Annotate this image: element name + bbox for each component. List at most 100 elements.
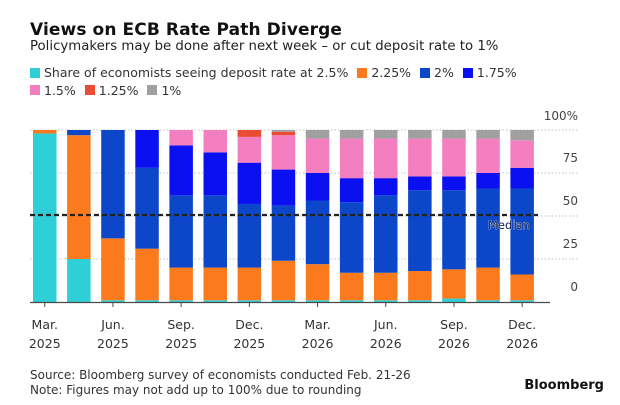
bar-segment (305, 130, 330, 139)
bar-segment (33, 133, 57, 302)
bar-segment (203, 300, 227, 302)
x-tick-label: 2026 (370, 336, 402, 351)
legend-label: 2.25% (371, 65, 412, 80)
bar-segment (408, 130, 432, 139)
x-tick-label: 2025 (165, 336, 197, 351)
x-tick-label: Dec. (235, 317, 263, 332)
bar-segment (374, 272, 398, 301)
x-tick-label: 2026 (438, 336, 470, 351)
bar-segment (442, 130, 466, 139)
legend-swatch (30, 67, 40, 78)
bar-segment (67, 135, 91, 259)
bar-segment (271, 260, 296, 301)
legend-label: 1.25% (98, 82, 139, 98)
bar-segment (135, 300, 159, 302)
median-line: Median (30, 213, 538, 232)
bar-segment (237, 300, 262, 302)
bar-segment (374, 138, 398, 179)
bar-segment (408, 190, 432, 272)
bar-segment (169, 130, 193, 146)
bar-segment (476, 300, 500, 302)
bar-segment (169, 267, 193, 301)
bar-segment (305, 300, 330, 302)
bar-segment (135, 248, 159, 301)
bar-segment (305, 200, 330, 265)
y-tick-label: 75 (563, 151, 578, 165)
legend-item: 2% (420, 64, 454, 81)
bar-segment (510, 140, 534, 168)
bar-segment (237, 130, 262, 137)
x-tick-label: 2026 (302, 336, 334, 351)
bar-segment (339, 178, 364, 203)
bar-segment (271, 130, 296, 132)
bar-segment (271, 135, 296, 170)
bar-segment (510, 274, 534, 301)
x-tick-label: Mar. (304, 317, 330, 332)
bar-segment (374, 195, 398, 273)
x-tick-label: Dec. (508, 317, 536, 332)
legend-label: 1.5% (44, 82, 76, 98)
chart-subtitle: Policymakers may be done after next week… (30, 39, 499, 54)
legend-label: 1.75% (476, 65, 517, 80)
legend-swatch (84, 85, 95, 95)
bar-segment (476, 130, 500, 139)
bar-segment (510, 300, 534, 302)
bar-segment (169, 195, 193, 268)
source-note: Source: Bloomberg survey of economists c… (30, 368, 411, 398)
bar-segment (510, 130, 534, 141)
bar-segment (339, 202, 364, 273)
legend-label: 1% (161, 82, 182, 98)
bar-segment (305, 173, 330, 201)
bar-segment (237, 203, 262, 268)
bar-segment (476, 138, 500, 173)
bar-segment (408, 271, 432, 301)
bar-segment (476, 188, 500, 268)
bar-segment (135, 130, 159, 168)
source-text: Source: Bloomberg survey of economists c… (30, 368, 411, 382)
bar-segment (237, 162, 262, 204)
x-tick-label: Mar. (32, 317, 58, 332)
bar-segment (339, 300, 364, 302)
bar-segment (339, 272, 364, 301)
bar-segment (510, 188, 534, 275)
bar-segment (33, 130, 57, 134)
bar-segment (305, 264, 330, 301)
bar-segment (101, 300, 125, 302)
bar-segment (67, 130, 91, 136)
bar-segment (408, 300, 432, 302)
x-tick-label: 2025 (97, 336, 129, 351)
bar-segment (203, 152, 227, 196)
bars (33, 130, 534, 302)
x-tick-label: Jun. (100, 317, 125, 332)
legend-swatch (462, 67, 473, 78)
bar-segment (203, 195, 227, 268)
bar-segment (67, 259, 91, 302)
bar-segment (237, 136, 262, 163)
bar-segment (510, 167, 534, 189)
bar-segment (442, 138, 466, 177)
legend-item: 1.25% (84, 82, 139, 99)
x-tick-label: Sep. (167, 317, 195, 332)
bar-segment (374, 130, 398, 139)
x-axis: Mar. 2025 Jun. 2025 Sep. 2025 Dec. 2025 Mar. 2026… (29, 301, 550, 351)
bar-segment (339, 130, 364, 139)
legend-swatch (420, 67, 431, 78)
bar-segment (408, 176, 432, 191)
legend-item: Share of economists seeing deposit rate … (30, 64, 348, 81)
bar-segment (271, 205, 296, 261)
bar-segment (237, 267, 262, 301)
y-tick-label: 0 (570, 280, 578, 294)
bar-segment (374, 178, 398, 196)
bloomberg-logo: Bloomberg (524, 378, 604, 393)
legend-label: Share of economists seeing deposit rate … (44, 65, 349, 80)
legend-item: 1.75% (462, 64, 517, 81)
y-axis: 0 25 50 75 100% (544, 109, 578, 294)
bar-segment (203, 130, 227, 153)
legend-swatch (147, 85, 158, 95)
bar-segment (271, 169, 296, 206)
legend-item: 1.5% (30, 82, 76, 99)
bar-segment (135, 167, 159, 249)
bar-segment (374, 300, 398, 302)
x-tick-label: 2025 (29, 336, 61, 351)
